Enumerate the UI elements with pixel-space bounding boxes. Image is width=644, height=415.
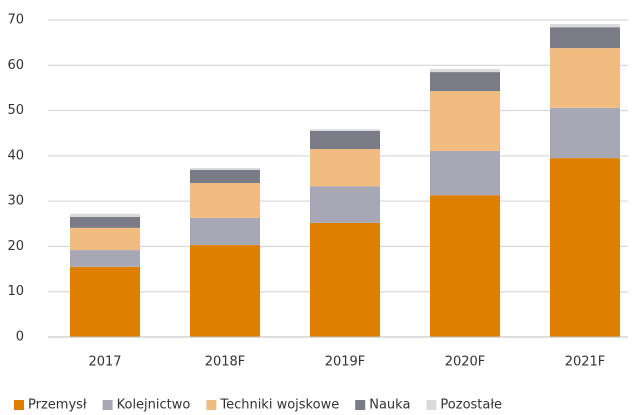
legend-swatch (102, 400, 113, 410)
bar-segment (430, 68, 500, 73)
bar-segment (190, 217, 260, 246)
bar-segment (550, 107, 620, 159)
legend-swatch (426, 400, 437, 410)
bar-segment (70, 213, 140, 217)
bar-segment (550, 24, 620, 28)
bar-segment (190, 183, 260, 218)
bar-segment (310, 130, 380, 150)
legend-label: Kolejnictwo (117, 398, 191, 413)
bar-segment (550, 48, 620, 108)
x-tick-label: 2017 (88, 355, 121, 370)
bar-segment (190, 168, 260, 170)
bar-segment (70, 250, 140, 267)
bar-segment (310, 222, 380, 337)
bar-segment (70, 216, 140, 228)
y-tick-label: 50 (7, 103, 24, 118)
legend-label: Pozostałe (440, 398, 502, 413)
y-tick-label: 20 (7, 239, 24, 254)
bar-segment (70, 227, 140, 251)
bar-segment (430, 195, 500, 337)
y-tick-label: 10 (7, 284, 24, 299)
bar-segment (70, 266, 140, 337)
bar-segment (190, 169, 260, 184)
y-tick-label: 60 (7, 58, 24, 73)
bar-segment (430, 72, 500, 92)
bar-segment (310, 149, 380, 187)
y-tick-label: 30 (7, 194, 24, 209)
y-tick-label: 40 (7, 148, 24, 163)
bar-segment (310, 186, 380, 223)
legend-label: Techniki wojskowe (219, 398, 339, 413)
bar-segment (430, 150, 500, 196)
legend-swatch (14, 400, 24, 410)
x-tick-label: 2019F (325, 355, 366, 370)
y-tick-label: 70 (7, 13, 24, 28)
legend-swatch (206, 400, 217, 410)
bar-segment (550, 158, 620, 337)
bar-segment (310, 129, 380, 131)
bar-segment (550, 27, 620, 49)
x-tick-label: 2018F (205, 355, 246, 370)
legend-label: Przemysł (28, 398, 87, 413)
y-tick-label: 0 (16, 330, 24, 345)
bar-segment (430, 91, 500, 151)
legend-label: Nauka (369, 398, 410, 413)
x-tick-label: 2020F (445, 355, 486, 370)
x-tick-label: 2021F (565, 355, 606, 370)
legend-swatch (355, 400, 366, 410)
bar-segment (190, 245, 260, 337)
